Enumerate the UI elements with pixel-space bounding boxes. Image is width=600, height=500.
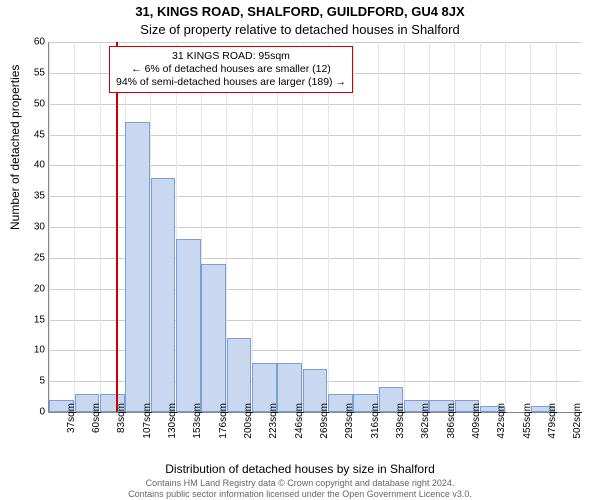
gridline-v	[404, 42, 405, 412]
gridline-v	[378, 42, 379, 412]
gridline-h	[49, 42, 581, 43]
y-tick-label: 10	[21, 345, 45, 356]
y-tick-label: 35	[21, 191, 45, 202]
y-tick-label: 25	[21, 252, 45, 263]
y-tick-label: 0	[21, 407, 45, 418]
annotation-line1: 31 KINGS ROAD: 95sqm	[116, 50, 346, 63]
gridline-v	[252, 42, 253, 412]
gridline-v	[454, 42, 455, 412]
footer-line2: Contains public sector information licen…	[0, 489, 600, 499]
chart-title-description: Size of property relative to detached ho…	[0, 22, 600, 37]
y-tick-label: 50	[21, 98, 45, 109]
histogram-bar	[151, 178, 176, 412]
y-axis-label: Number of detached properties	[8, 65, 22, 230]
gridline-v	[302, 42, 303, 412]
gridline-h	[49, 104, 581, 105]
footer-line1: Contains HM Land Registry data © Crown c…	[0, 478, 600, 488]
histogram-bar	[176, 239, 201, 412]
footer-attribution: Contains HM Land Registry data © Crown c…	[0, 478, 600, 499]
property-marker-line	[116, 42, 118, 412]
y-tick-label: 55	[21, 67, 45, 78]
histogram-bar	[227, 338, 252, 412]
y-tick-label: 15	[21, 314, 45, 325]
gridline-v	[429, 42, 430, 412]
annotation-line2: ← 6% of detached houses are smaller (12)	[116, 63, 346, 76]
gridline-v	[480, 42, 481, 412]
histogram-bar	[201, 264, 226, 412]
y-tick-label: 30	[21, 222, 45, 233]
histogram-plot: 05101520253035404550556037sqm60sqm83sqm1…	[48, 42, 581, 413]
gridline-v	[556, 42, 557, 412]
y-tick-label: 5	[21, 376, 45, 387]
gridline-v	[277, 42, 278, 412]
annotation-box: 31 KINGS ROAD: 95sqm ← 6% of detached ho…	[109, 46, 353, 93]
x-tick-label: 502sqm	[572, 403, 583, 443]
gridline-v	[328, 42, 329, 412]
y-tick-label: 20	[21, 283, 45, 294]
gridline-v	[530, 42, 531, 412]
y-tick-label: 45	[21, 129, 45, 140]
gridline-v	[74, 42, 75, 412]
y-tick-label: 60	[21, 37, 45, 48]
y-tick-label: 40	[21, 160, 45, 171]
gridline-v	[49, 42, 50, 412]
chart-title-address: 31, KINGS ROAD, SHALFORD, GUILDFORD, GU4…	[0, 4, 600, 19]
gridline-v	[505, 42, 506, 412]
annotation-line3: 94% of semi-detached houses are larger (…	[116, 76, 346, 89]
histogram-bar	[125, 122, 150, 412]
gridline-v	[353, 42, 354, 412]
gridline-v	[100, 42, 101, 412]
x-axis-label: Distribution of detached houses by size …	[0, 462, 600, 476]
